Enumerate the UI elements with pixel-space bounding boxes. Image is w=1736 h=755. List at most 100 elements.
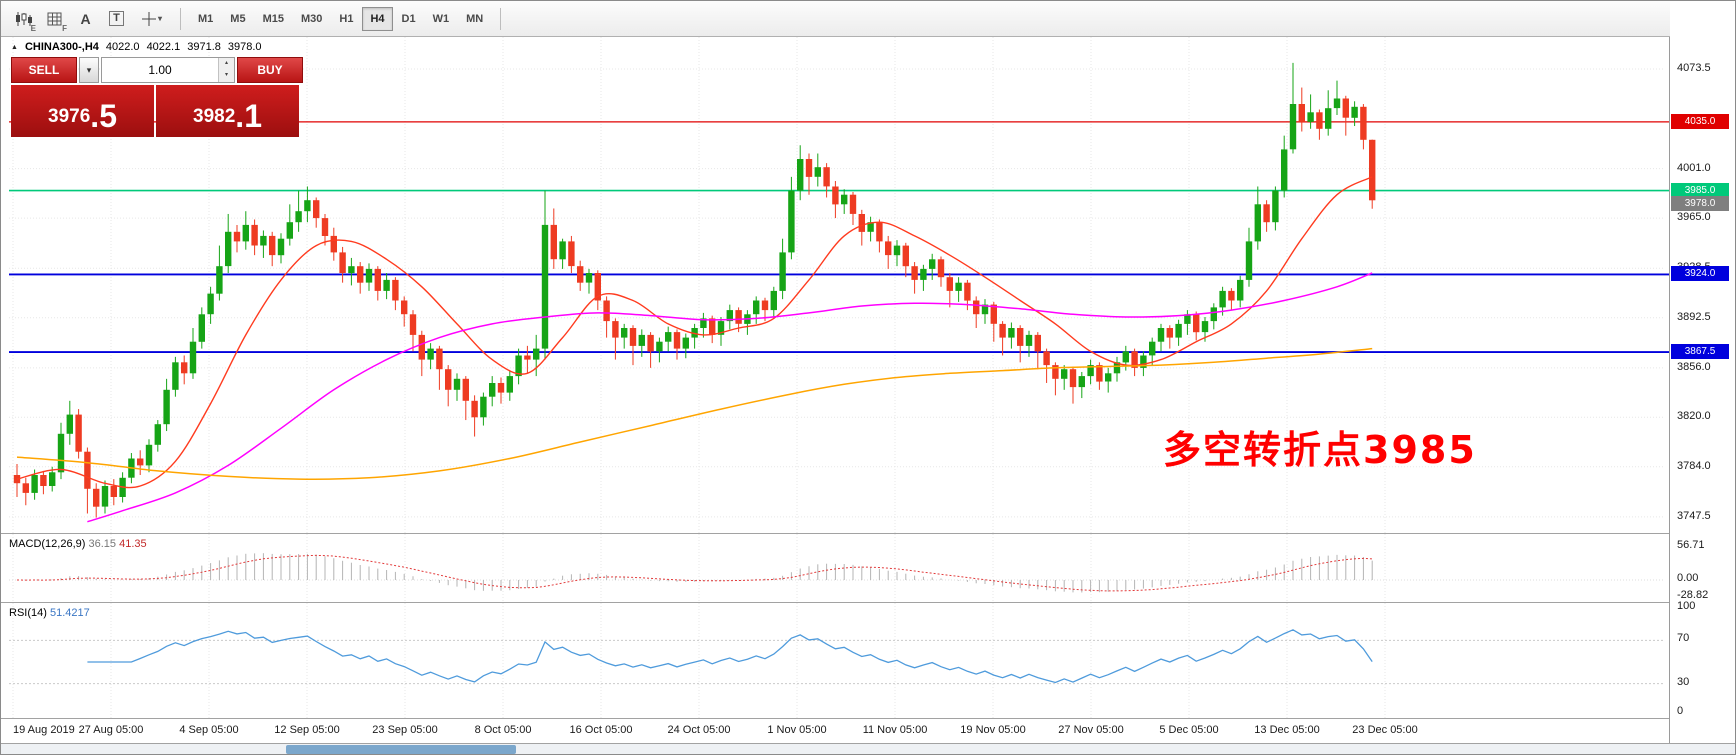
time-axis: 19 Aug 2019 27 Aug 05:00 4 Sep 05:00 12 Sep… [1, 719, 1669, 743]
price-line-tag[interactable]: 3985.0 [1671, 182, 1729, 198]
price-axis-label: 3965.0 [1677, 211, 1711, 224]
timeframe-button-m15[interactable]: M15 [255, 7, 292, 31]
candlestick-chart-icon[interactable]: E [9, 4, 38, 33]
rsi-value: 51.4217 [49, 607, 90, 619]
timeframe-button-d1[interactable]: D1 [394, 7, 424, 31]
timeframe-button-m30[interactable]: M30 [293, 7, 330, 31]
rsi-name: RSI(14) [9, 607, 47, 619]
time-axis-label: 13 Dec 05:00 [1254, 724, 1320, 736]
price-axis-label: 3820.0 [1677, 410, 1711, 423]
top-toolbar: E F A T ▾ M1 M5 M15 M30 H1 H4 D1 W1 MN [1, 1, 1735, 37]
time-axis-label: 4 Sep 05:00 [179, 724, 239, 736]
crosshair-icon[interactable]: ▾ [133, 4, 171, 33]
price-axis-label: 3856.0 [1677, 360, 1711, 373]
ask-pips: .1 [235, 98, 262, 134]
volume-input[interactable] [102, 58, 218, 82]
toolbar-separator [180, 7, 181, 30]
time-axis-label: 23 Dec 05:00 [1352, 724, 1418, 736]
volume-stepper: ▴ ▾ [218, 58, 234, 82]
toolbar-separator [500, 7, 502, 30]
chart-annotation-text[interactable]: 多空转折点3985 [1163, 428, 1477, 472]
rsi-indicator-label: RSI(14) 51.4217 [9, 607, 90, 619]
one-click-trade-panel: SELL ▾ ▴ ▾ BUY 3976.5 3982.1 [11, 57, 303, 137]
macd-axis-label: 0.00 [1677, 572, 1699, 584]
close-value: 3978.0 [227, 41, 262, 53]
price-axis-label: 4073.5 [1677, 62, 1711, 74]
timeframe-button-h1[interactable]: H1 [331, 7, 361, 31]
price-axis-label: 3784.0 [1677, 459, 1711, 472]
collapse-arrow-icon[interactable]: ▲ [11, 43, 18, 51]
chart-ohlc-header: ▲ CHINA300-,H4 4022.0 4022.1 3971.8 3978… [11, 41, 262, 53]
text-tool-icon[interactable]: A [71, 4, 100, 33]
ma-slow-orange [16, 347, 1373, 480]
ma-mid-magenta [87, 272, 1373, 523]
price-line-tag[interactable]: 3867.5 [1671, 344, 1729, 360]
macd-signal-value: 41.35 [119, 538, 147, 550]
panel-separator[interactable] [1, 533, 1735, 534]
price-line-tag[interactable]: 3924.0 [1671, 266, 1729, 282]
price-axis-label: 3747.5 [1677, 509, 1711, 522]
panel-separator[interactable] [1, 602, 1735, 603]
timeframe-button-m5[interactable]: M5 [222, 7, 253, 31]
bid-pips: .5 [90, 98, 117, 134]
rsi-indicator-panel[interactable] [1, 603, 1669, 718]
crosshair-glyph [141, 11, 156, 26]
macd-axis-label: -28.82 [1677, 588, 1709, 601]
price-axis-label: 4001.0 [1677, 161, 1711, 174]
time-axis-label: 27 Aug 05:00 [78, 724, 144, 736]
buy-button[interactable]: BUY [237, 57, 303, 83]
macd-main-value: 36.15 [88, 538, 117, 550]
time-axis-label: 11 Nov 05:00 [862, 724, 928, 736]
buy-price-button[interactable]: 3982.1 [156, 85, 299, 137]
rsi-axis-label: 70 [1677, 632, 1690, 645]
timeframe-button-mn[interactable]: MN [458, 7, 491, 31]
time-axis-label: 23 Sep 05:00 [372, 724, 438, 736]
macd-axis-label: 56.71 [1677, 538, 1705, 551]
volume-decrease-button[interactable]: ▾ [219, 70, 234, 82]
time-axis-label: 5 Dec 05:00 [1159, 724, 1219, 736]
grid-icon[interactable]: F [40, 4, 69, 33]
label-tool-icon[interactable]: T [102, 4, 131, 33]
order-type-dropdown[interactable]: ▾ [79, 57, 99, 83]
time-axis-label: 27 Nov 05:00 [1058, 724, 1124, 736]
scrollbar-thumb[interactable] [286, 745, 516, 754]
time-axis-label: 12 Sep 05:00 [274, 724, 340, 736]
timeframe-button-m1[interactable]: M1 [190, 7, 221, 31]
time-axis-label: 16 Oct 05:00 [569, 724, 633, 736]
chevron-down-icon: ▾ [157, 14, 162, 23]
macd-indicator-label: MACD(12,26,9) 36.15 41.35 [9, 538, 147, 550]
volume-field: ▴ ▾ [101, 57, 235, 83]
label-tool-label: T [109, 11, 124, 26]
macd-name: MACD(12,26,9) [9, 538, 86, 550]
grid-glyph [47, 12, 62, 25]
timeframe-button-w1[interactable]: W1 [425, 7, 458, 31]
rsi-axis-label: 100 [1677, 600, 1696, 612]
price-axis: 4073.54001.03965.03928.53892.53856.03820… [1670, 1, 1735, 743]
price-axis-border[interactable] [1669, 37, 1670, 743]
icon-badge: E [30, 24, 36, 33]
open-value: 4022.0 [105, 41, 140, 53]
bottom-scrollbar [1, 744, 1735, 754]
sell-price-button[interactable]: 3976.5 [11, 85, 154, 137]
panel-separator [1, 743, 1735, 744]
volume-increase-button[interactable]: ▴ [219, 58, 234, 70]
ma-fast-red [16, 176, 1373, 489]
sell-button[interactable]: SELL [11, 57, 77, 83]
candlestick-glyph [16, 11, 32, 26]
macd-indicator-panel[interactable] [1, 534, 1669, 602]
current-price-tag: 3978.0 [1671, 196, 1729, 212]
time-axis-label: 19 Nov 05:00 [960, 724, 1026, 736]
panel-separator [1, 718, 1735, 719]
main-price-chart[interactable] [1, 37, 1669, 533]
price-axis-label: 3892.5 [1677, 310, 1711, 323]
low-value: 3971.8 [187, 41, 221, 53]
high-value: 4022.1 [146, 41, 181, 53]
timeframe-button-group: M1 M5 M15 M30 H1 H4 D1 W1 MN [190, 6, 491, 31]
time-axis-label: 8 Oct 05:00 [474, 724, 532, 736]
ask-price: 3982 [193, 106, 236, 127]
price-line-tag[interactable]: 4035.0 [1671, 113, 1729, 129]
text-tool-label: A [80, 10, 91, 27]
time-axis-label: 24 Oct 05:00 [667, 724, 731, 736]
timeframe-button-h4[interactable]: H4 [362, 6, 393, 31]
